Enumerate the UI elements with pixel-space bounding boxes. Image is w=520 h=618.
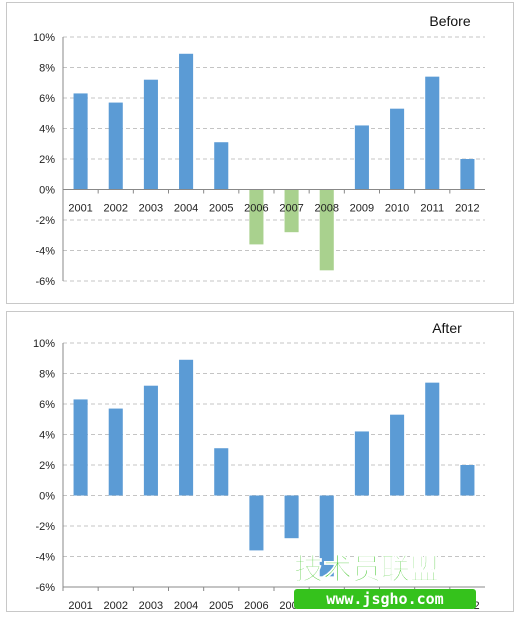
y-tick-label: 2% bbox=[39, 460, 55, 472]
y-tick-label: 10% bbox=[33, 338, 55, 350]
bar-2009 bbox=[354, 125, 369, 190]
watermark-name: 技术员联盟 bbox=[294, 552, 439, 586]
bar-2001 bbox=[73, 399, 88, 496]
y-tick-label: 8% bbox=[39, 63, 55, 75]
x-tick-label: 2010 bbox=[385, 203, 409, 215]
bar-2008 bbox=[319, 189, 334, 271]
bar-2011 bbox=[425, 76, 440, 190]
bar-2005 bbox=[214, 448, 229, 496]
x-tick-label: 2011 bbox=[420, 203, 444, 215]
y-tick-label: 4% bbox=[39, 430, 55, 442]
y-tick-label: 0% bbox=[39, 185, 55, 197]
y-tick-label: 2% bbox=[39, 154, 55, 166]
x-tick-label: 2005 bbox=[209, 203, 233, 215]
y-tick-label: -2% bbox=[35, 521, 55, 533]
y-tick-label: 0% bbox=[39, 491, 55, 503]
bar-2005 bbox=[214, 142, 229, 190]
x-tick-label: 2001 bbox=[68, 203, 92, 215]
y-tick-label: -6% bbox=[35, 276, 55, 288]
y-tick-label: -2% bbox=[35, 215, 55, 227]
x-tick-label: 2006 bbox=[244, 203, 268, 215]
x-tick-label: 2003 bbox=[139, 203, 163, 215]
y-tick-label: -6% bbox=[35, 582, 55, 594]
y-tick-label: -4% bbox=[35, 246, 55, 258]
x-tick-label: 2002 bbox=[104, 203, 128, 215]
y-tick-label: -4% bbox=[35, 552, 55, 564]
y-tick-label: 6% bbox=[39, 399, 55, 411]
bar-2007 bbox=[284, 189, 299, 233]
bar-2008 bbox=[319, 495, 334, 577]
x-tick-label: 2009 bbox=[350, 203, 374, 215]
watermark-graphic: 技术员联盟 www.jsgho.com bbox=[294, 552, 476, 609]
bar-2007 bbox=[284, 495, 299, 539]
bar-2003 bbox=[143, 385, 158, 496]
bar-2002 bbox=[108, 408, 123, 496]
bar-2004 bbox=[179, 53, 194, 190]
chart-title: Before bbox=[429, 13, 470, 29]
x-tick-label: 2008 bbox=[315, 203, 339, 215]
before-chart: Before -6% -4% -2% 0% 2% 4% 6% 8% 10% 2001 2002 2003… bbox=[33, 13, 485, 288]
watermark-url: www.jsgho.com bbox=[326, 590, 443, 608]
y-tick-label: 10% bbox=[33, 32, 55, 44]
chart-title: After bbox=[432, 320, 462, 336]
after-chart-panel: After -6% -4% -2% 0% 2% 4% 6% 8% 10% 2001 2002 2003 2… bbox=[6, 311, 514, 612]
bar-2012 bbox=[460, 465, 475, 496]
bar-2006 bbox=[249, 495, 264, 551]
bar-2002 bbox=[108, 102, 123, 190]
y-tick-label: 8% bbox=[39, 369, 55, 381]
after-chart: After -6% -4% -2% 0% 2% 4% 6% 8% 10% 2001 2002 2003 2… bbox=[33, 320, 485, 611]
bar-2004 bbox=[179, 359, 194, 496]
x-tick-label: 2012 bbox=[455, 203, 479, 215]
bar-2006 bbox=[249, 189, 264, 245]
bar-2010 bbox=[390, 108, 405, 190]
x-tick-label: 2001 bbox=[68, 600, 92, 611]
bar-2011 bbox=[425, 382, 440, 496]
bar-2001 bbox=[73, 93, 88, 190]
bar-2003 bbox=[143, 79, 158, 190]
before-chart-panel: Before -6% -4% -2% 0% 2% 4% 6% 8% 10% 2001 2002 2003… bbox=[6, 2, 514, 304]
x-tick-label: 2004 bbox=[174, 600, 198, 611]
x-tick-label: 2004 bbox=[174, 203, 198, 215]
bar-2012 bbox=[460, 159, 475, 190]
bar-2009 bbox=[354, 431, 369, 496]
x-tick-label: 2006 bbox=[244, 600, 268, 611]
watermark-logo: 技术员联盟 www.jsgho.com bbox=[290, 549, 478, 611]
x-tick-label: 2003 bbox=[139, 600, 163, 611]
x-tick-label: 2005 bbox=[209, 600, 233, 611]
bar-2010 bbox=[390, 414, 405, 496]
x-tick-label: 2007 bbox=[279, 600, 303, 611]
y-tick-label: 6% bbox=[39, 93, 55, 105]
watermark-url-band bbox=[294, 589, 476, 609]
y-tick-label: 4% bbox=[39, 124, 55, 136]
x-tick-label: 2007 bbox=[279, 203, 303, 215]
x-tick-label: 2002 bbox=[104, 600, 128, 611]
